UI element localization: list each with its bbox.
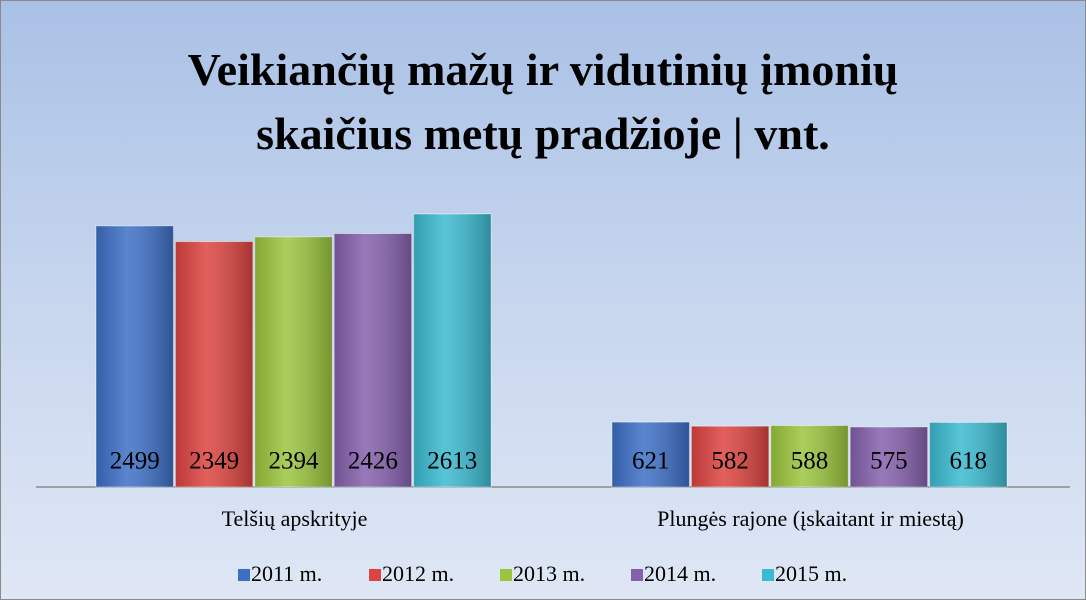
bar-shade: [770, 425, 849, 487]
bar-shade: [334, 233, 412, 487]
legend-label: 2014 m.: [644, 561, 716, 586]
bar-shade: [691, 426, 769, 487]
bar-shade: [96, 225, 174, 487]
chart-title: Veikiančių mažų ir vidutinių įmonių skai…: [187, 44, 899, 159]
data-label: 575: [870, 448, 908, 475]
data-label: 2394: [269, 448, 320, 475]
legend-marker: [369, 569, 381, 581]
legend-marker: [762, 569, 774, 581]
legend-marker: [631, 569, 643, 581]
bar-shade: [254, 236, 333, 487]
data-label: 618: [950, 448, 988, 475]
data-label: 2613: [427, 448, 477, 475]
legend-label: 2015 m.: [775, 561, 847, 586]
data-label: 2349: [189, 448, 239, 475]
bar-shade: [413, 214, 491, 487]
x-tick-label: Telšių apskrityje: [222, 506, 368, 531]
legend-marker: [238, 569, 250, 581]
x-tick-label: Plungės rajone (įskaitant ir miestą): [657, 506, 964, 531]
data-label: 2499: [110, 448, 160, 475]
legend-label: 2013 m.: [513, 561, 585, 586]
data-label: 2426: [348, 448, 398, 475]
bar-shade: [175, 241, 253, 487]
legend-marker: [500, 569, 512, 581]
bar-shade: [612, 422, 690, 487]
bar-shade: [929, 422, 1007, 487]
legend-label: 2012 m.: [382, 561, 454, 586]
data-label: 582: [711, 448, 749, 475]
bar-shade: [850, 426, 928, 487]
data-label: 621: [632, 448, 670, 475]
legend-label: 2011 m.: [251, 561, 322, 586]
data-label: 588: [791, 448, 829, 475]
